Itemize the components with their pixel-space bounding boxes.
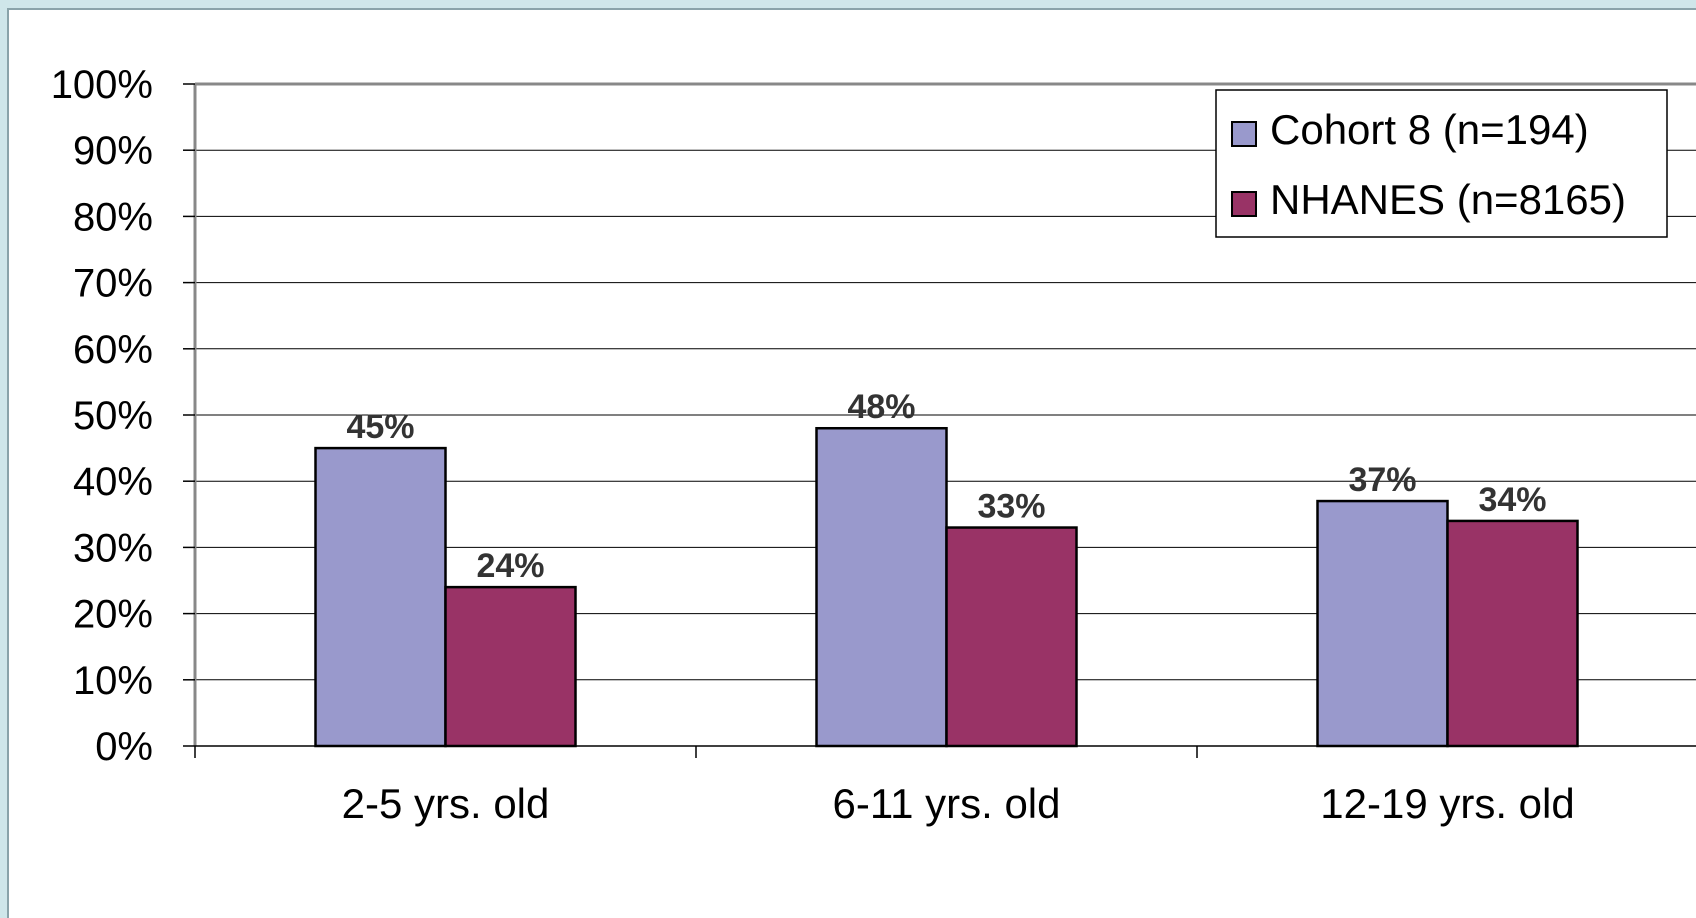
data-label: 37% — [1348, 461, 1416, 499]
legend-box — [1215, 89, 1668, 238]
bar — [444, 585, 577, 748]
data-label: 33% — [977, 488, 1045, 526]
y-tick-label: 70% — [73, 262, 153, 306]
data-label: 45% — [346, 408, 414, 446]
legend-label: NHANES (n=8165) — [1270, 176, 1626, 223]
y-tick-label: 40% — [73, 460, 153, 504]
y-axis-ticks: 0% 10% 20% 30% 40% 50% 60% 70% 80% 90% 100% — [51, 63, 195, 769]
y-tick-label: 60% — [73, 328, 153, 372]
y-tick-label: 30% — [73, 526, 153, 570]
data-label: 34% — [1478, 481, 1546, 519]
data-label: 24% — [476, 547, 544, 585]
x-category-label: 2-5 yrs. old — [342, 780, 550, 827]
bar — [945, 526, 1078, 748]
y-tick-label: 0% — [95, 725, 153, 769]
bar — [1446, 519, 1579, 748]
legend-swatch — [1231, 121, 1257, 147]
legend-label: Cohort 8 (n=194) — [1270, 106, 1589, 153]
x-category-label: 6-11 yrs. old — [833, 780, 1061, 827]
bars — [314, 426, 1579, 748]
legend-swatch — [1231, 191, 1257, 217]
bar — [815, 426, 948, 748]
bar-chart: 0% 10% 20% 30% 40% 50% 60% 70% 80% 90% 100% 45% 24%… — [51, 63, 1696, 827]
data-labels: 45% 24% 48% 33% 37% 34% — [346, 388, 1546, 585]
bar — [1316, 499, 1449, 748]
x-axis: 2-5 yrs. old 6-11 yrs. old 12-19 yrs. old — [194, 745, 1696, 827]
y-tick-label: 10% — [73, 659, 153, 703]
chart-frame: 0% 10% 20% 30% 40% 50% 60% 70% 80% 90% 100% 45% 24%… — [7, 8, 1696, 918]
x-category-label: 12-19 yrs. old — [1320, 780, 1574, 827]
y-tick-label: 100% — [51, 63, 153, 107]
legend: Cohort 8 (n=194) NHANES (n=8165) — [1215, 89, 1668, 238]
y-tick-label: 80% — [73, 195, 153, 239]
bar — [314, 446, 447, 748]
y-tick-label: 90% — [73, 129, 153, 173]
y-tick-label: 20% — [73, 593, 153, 637]
y-tick-label: 50% — [73, 394, 153, 438]
data-label: 48% — [847, 388, 915, 426]
